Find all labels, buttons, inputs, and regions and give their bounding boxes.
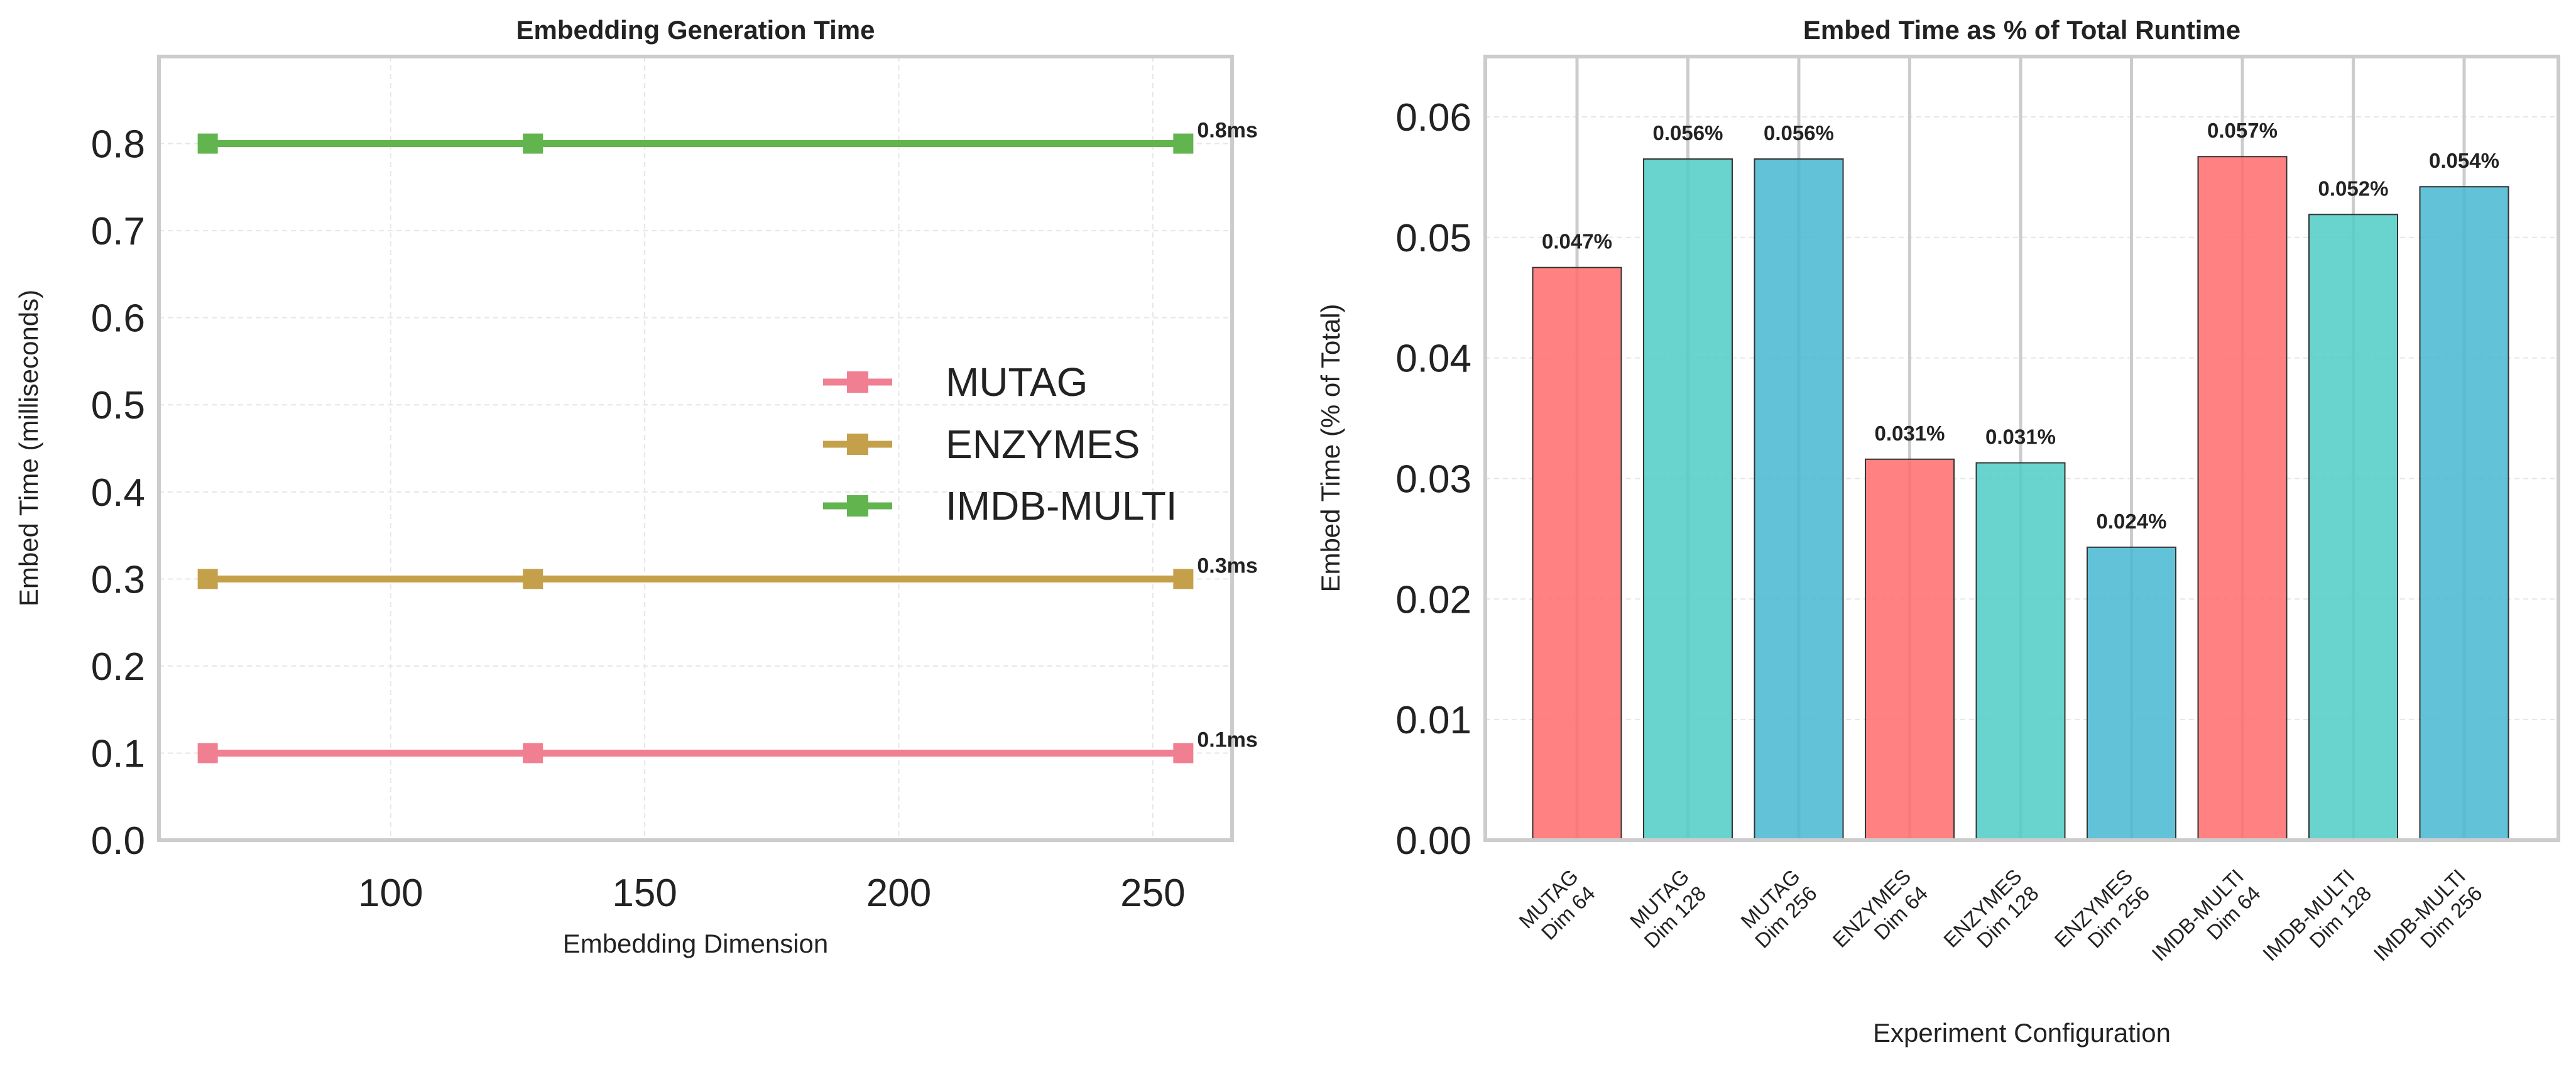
right-bar-value-labels: 0.047% 0.056% 0.056% 0.031% 0.031% 0.024% 0.05…: [1542, 119, 2499, 533]
left-y-tick-label: 0.4: [91, 471, 145, 515]
legend-marker: [847, 434, 868, 455]
left-x-tick-labels: 100 150 200 250: [358, 872, 1186, 915]
right-bars: [1532, 156, 2509, 841]
left-y-tick-label: 0.6: [91, 297, 145, 341]
legend-label: IMDB-MULTI: [946, 483, 1177, 528]
bar: [2308, 214, 2398, 841]
right-y-tick-label: 0.05: [1395, 217, 1471, 260]
right-y-axis-label: Embed Time (% of Total): [1316, 304, 1345, 592]
left-chart-title: Embedding Generation Time: [516, 15, 875, 45]
right-x-tick-text: IMDB-MULTIDim 256: [2369, 865, 2486, 982]
left-y-tick-label: 0.2: [91, 645, 145, 689]
right-x-tick-text: IMDB-MULTIDim 128: [2258, 865, 2376, 982]
right-x-tick-label: ENZYMESDim 256: [2049, 865, 2154, 969]
left-end-label: 0.8ms: [1197, 119, 1257, 143]
bar-value-label: 0.056%: [1653, 121, 1723, 145]
left-x-axis-label: Embedding Dimension: [563, 929, 829, 958]
bar-value-label: 0.054%: [2429, 149, 2499, 172]
left-legend: MUTAG ENZYMES IMDB-MULTI: [823, 359, 1177, 528]
right-x-tick-label: IMDB-MULTIDim 64: [2147, 865, 2264, 982]
right-x-tick-label: MUTAGDim 64: [1514, 865, 1600, 950]
left-plot-frame: [157, 55, 1234, 842]
legend-marker: [847, 371, 868, 393]
left-data-point: [1173, 133, 1194, 154]
bar: [2197, 156, 2288, 841]
left-y-tick-label: 0.1: [91, 732, 145, 775]
legend-label: MUTAG: [946, 359, 1088, 405]
right-x-tick-text: IMDB-MULTIDim 64: [2147, 865, 2264, 982]
right-x-axis-label: Experiment Configuration: [1873, 1018, 2171, 1048]
right-y-tick-label: 0.00: [1395, 819, 1471, 863]
bar: [1865, 458, 1955, 841]
left-y-tick-label: 0.5: [91, 384, 145, 427]
right-y-tick-label: 0.02: [1395, 578, 1471, 621]
right-y-tick-label: 0.04: [1395, 337, 1471, 381]
right-x-tick-text: MUTAGDim 64: [1514, 865, 1600, 950]
bar-value-label: 0.056%: [1764, 121, 1834, 145]
right-chart: 0.047% 0.056% 0.056% 0.031% 0.031% 0.024% 0.05…: [1316, 15, 2560, 1048]
left-y-axis-label: Embed Time (milliseconds): [14, 290, 43, 606]
left-x-tick-label: 150: [612, 872, 677, 915]
bar-value-label: 0.024%: [2097, 510, 2167, 533]
left-y-tick-label: 0.3: [91, 558, 145, 601]
left-y-tick-label: 0.0: [91, 819, 145, 863]
bar-value-label: 0.052%: [2318, 177, 2389, 200]
bar: [2087, 546, 2176, 841]
bar: [1754, 158, 1844, 841]
right-x-tick-text: MUTAGDim 128: [1622, 865, 1710, 953]
bar: [1643, 158, 1733, 841]
right-x-tick-labels: MUTAGDim 64 MUTAGDim 128 MUTAGDim 256 ENZYM…: [1514, 865, 2487, 982]
left-data-point: [197, 569, 218, 589]
bar-value-label: 0.031%: [1985, 425, 2056, 449]
legend-label: ENZYMES: [946, 422, 1140, 467]
left-chart: 0.0 0.1 0.2 0.3 0.4 0.5 0.6 0.7 0.8 100 150 200 250…: [14, 15, 1258, 958]
right-x-tick-text: ENZYMESDim 64: [1828, 865, 1932, 969]
right-x-tick-label: MUTAGDim 256: [1733, 865, 1821, 953]
right-x-tick-label: IMDB-MULTIDim 256: [2369, 865, 2486, 982]
left-y-tick-label: 0.7: [91, 210, 145, 253]
left-data-point: [1173, 743, 1194, 763]
right-chart-title: Embed Time as % of Total Runtime: [1803, 15, 2240, 45]
right-x-tick-label: IMDB-MULTIDim 128: [2258, 865, 2376, 982]
left-x-tick-label: 200: [866, 872, 931, 915]
right-x-tick-text: MUTAGDim 256: [1733, 865, 1821, 953]
right-y-tick-label: 0.06: [1395, 96, 1471, 140]
left-data-point: [523, 743, 543, 763]
left-x-tick-label: 250: [1120, 872, 1185, 915]
left-data-point: [197, 743, 218, 763]
right-x-tick-text: ENZYMESDim 256: [2049, 865, 2154, 969]
left-end-label: 0.3ms: [1197, 554, 1257, 577]
left-end-label: 0.1ms: [1197, 728, 1257, 752]
right-y-tick-labels: 0.00 0.01 0.02 0.03 0.04 0.05 0.06: [1395, 96, 1471, 863]
bar: [1532, 266, 1622, 841]
right-y-tick-label: 0.01: [1395, 699, 1471, 742]
bar-value-label: 0.057%: [2207, 119, 2278, 142]
bar: [1975, 462, 2066, 841]
right-x-tick-label: ENZYMESDim 64: [1828, 865, 1932, 969]
right-plot-frame: [1483, 55, 2560, 842]
left-y-tick-labels: 0.0 0.1 0.2 0.3 0.4 0.5 0.6 0.7 0.8: [91, 123, 145, 863]
legend-marker: [847, 495, 868, 517]
left-data-point: [197, 133, 218, 154]
right-x-tick-text: ENZYMESDim 128: [1939, 865, 2043, 969]
right-y-tick-label: 0.03: [1395, 457, 1471, 501]
bar: [2419, 186, 2509, 841]
bar-value-label: 0.031%: [1875, 422, 1945, 445]
left-x-tick-label: 100: [358, 872, 423, 915]
left-end-labels: 0.1ms 0.3ms 0.8ms: [1197, 119, 1257, 752]
left-series-lines: [197, 133, 1194, 763]
left-data-point: [523, 569, 543, 589]
right-x-tick-label: MUTAGDim 128: [1622, 865, 1711, 953]
left-y-tick-label: 0.8: [91, 123, 145, 167]
right-x-tick-label: ENZYMESDim 128: [1939, 865, 2043, 969]
left-data-point: [523, 133, 543, 154]
bar-value-label: 0.047%: [1542, 230, 1612, 253]
left-data-point: [1173, 569, 1194, 589]
